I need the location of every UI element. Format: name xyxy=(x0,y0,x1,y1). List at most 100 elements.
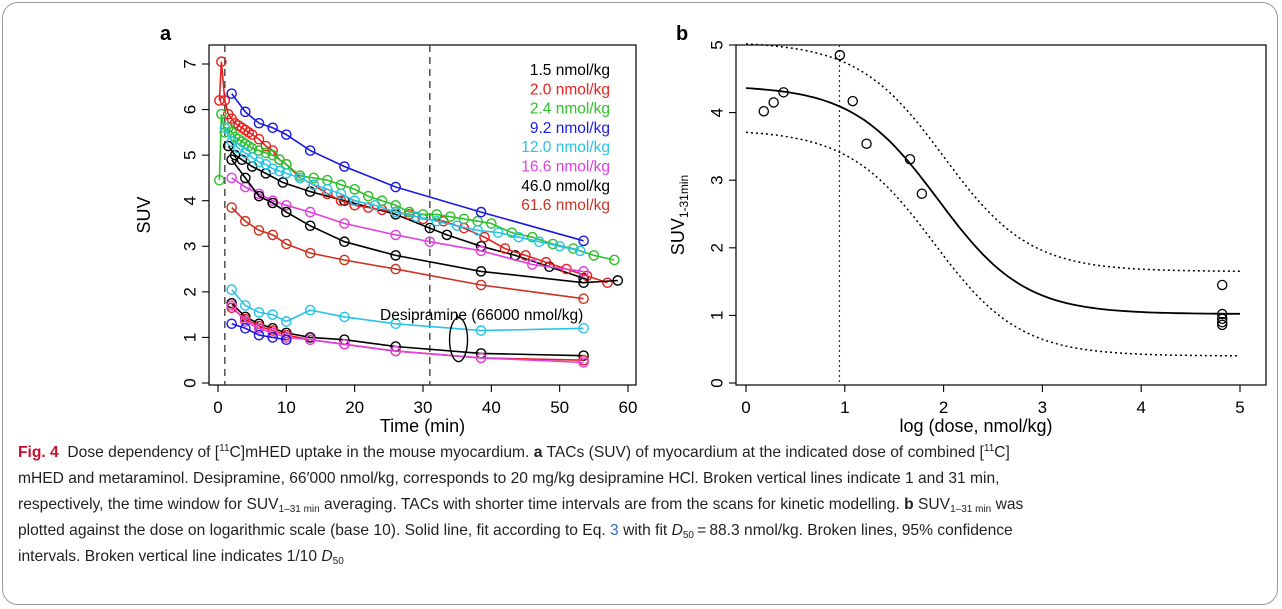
series-line-11 xyxy=(231,304,584,364)
caption-text: with fit xyxy=(618,522,672,539)
data-point xyxy=(339,161,350,172)
data-point xyxy=(527,259,538,270)
data-point xyxy=(216,108,227,120)
data-point xyxy=(475,266,487,277)
y-tick-label-a: 3 xyxy=(180,242,199,251)
data-point xyxy=(578,277,589,289)
data-point xyxy=(281,334,292,346)
caption-text: was xyxy=(991,496,1024,513)
y-tick-label-a: 4 xyxy=(180,196,199,205)
data-point xyxy=(226,318,237,330)
y-tick-label-b: 1 xyxy=(707,311,726,320)
data-point xyxy=(554,240,565,252)
x-tick-label-b: 5 xyxy=(1235,398,1244,417)
x-axis-label-a: Time (min) xyxy=(380,416,465,436)
caption-text: TACs (SUV) of myocardium at the indicate… xyxy=(546,444,984,461)
caption-sub: 50 xyxy=(332,556,344,567)
legend-entry: 12.0 nmol/kg xyxy=(521,139,610,156)
data-point-b xyxy=(768,97,779,108)
caption-italic: D xyxy=(671,522,683,539)
data-point xyxy=(445,211,456,222)
data-point xyxy=(226,172,237,184)
plot-frame-b xyxy=(735,44,1267,386)
caption-line-2: mHED and metaraminol. Desipramine, 66′00… xyxy=(18,470,1000,487)
y-tick-label-b: 3 xyxy=(707,175,726,184)
data-point xyxy=(578,235,589,247)
data-point xyxy=(253,117,265,129)
data-point xyxy=(390,263,401,275)
data-point xyxy=(281,206,292,218)
data-point-b xyxy=(1216,313,1228,325)
caption-text: averaging. TACs with shorter time interv… xyxy=(319,496,900,513)
y-tick-label-a: 2 xyxy=(180,287,199,296)
x-tick-label-b: 2 xyxy=(939,398,948,417)
ci-lower-curve xyxy=(745,131,1240,357)
data-point xyxy=(226,202,237,213)
data-point xyxy=(335,188,347,200)
data-point xyxy=(214,95,225,106)
data-point xyxy=(475,325,487,336)
panel-label-a: a xyxy=(160,23,172,45)
data-point xyxy=(226,154,237,165)
data-point xyxy=(304,145,316,156)
y-tick-label-b: 2 xyxy=(707,243,726,252)
caption-sub: 50 xyxy=(682,530,694,541)
caption-line-4: plotted against the dose on logarithmic … xyxy=(18,518,1268,544)
data-point-b xyxy=(847,95,858,107)
data-point xyxy=(281,238,292,250)
caption-line-5: intervals. Broken vertical line indicate… xyxy=(18,544,1268,570)
legend-entry: 61.6 nmol/kg xyxy=(521,197,610,214)
data-point-b xyxy=(1216,319,1228,331)
data-point xyxy=(214,174,225,186)
annotation-pointer xyxy=(455,312,460,318)
panel-label-b: b xyxy=(676,23,688,45)
data-point xyxy=(602,277,613,289)
data-point xyxy=(294,172,306,184)
caption-text: respectively, the time window for SUV xyxy=(18,496,279,513)
data-point xyxy=(390,318,401,330)
data-point xyxy=(253,133,265,145)
series-line-8 xyxy=(231,289,584,332)
data-point xyxy=(216,56,227,68)
data-point xyxy=(304,247,316,259)
data-point xyxy=(578,357,589,368)
equation-link[interactable]: 3 xyxy=(610,522,619,539)
data-point xyxy=(513,231,524,243)
caption-italic: D xyxy=(321,548,333,565)
data-point xyxy=(410,211,422,222)
data-point xyxy=(578,293,589,304)
data-point-b xyxy=(1216,279,1228,291)
y-axis-label-b: SUV1-31min xyxy=(668,175,691,255)
figure-caption: Fig. 4 Dose dependency of [11C]mHED upta… xyxy=(18,440,1268,570)
data-point-b xyxy=(1216,308,1228,320)
caption-text: C] xyxy=(994,444,1010,461)
data-point xyxy=(479,231,490,243)
y-tick-label-a: 5 xyxy=(180,150,199,159)
data-point xyxy=(240,172,251,184)
data-point xyxy=(253,145,265,156)
data-point xyxy=(219,95,231,106)
x-tick-label-a: 60 xyxy=(619,398,638,417)
caption-sup: 11 xyxy=(219,443,230,454)
data-point-b xyxy=(778,87,789,98)
data-point xyxy=(260,147,272,159)
data-point xyxy=(492,227,504,238)
legend-entry: 2.0 nmol/kg xyxy=(530,81,610,98)
data-point xyxy=(253,156,265,168)
data-point xyxy=(240,316,251,327)
data-point xyxy=(369,199,381,211)
data-point-b xyxy=(916,188,928,199)
data-point xyxy=(267,122,278,134)
data-point xyxy=(274,165,285,177)
data-point xyxy=(339,236,350,248)
caption-sub: 1–31 min xyxy=(950,504,992,515)
data-point xyxy=(390,229,401,241)
data-point xyxy=(486,218,497,229)
x-tick-label-a: 40 xyxy=(482,398,501,417)
caption-text: SUV xyxy=(913,496,951,513)
data-point xyxy=(335,195,347,207)
data-point xyxy=(236,154,248,165)
data-point xyxy=(441,229,453,241)
data-point xyxy=(240,106,251,118)
y-axis-label-a: SUV xyxy=(134,196,154,233)
